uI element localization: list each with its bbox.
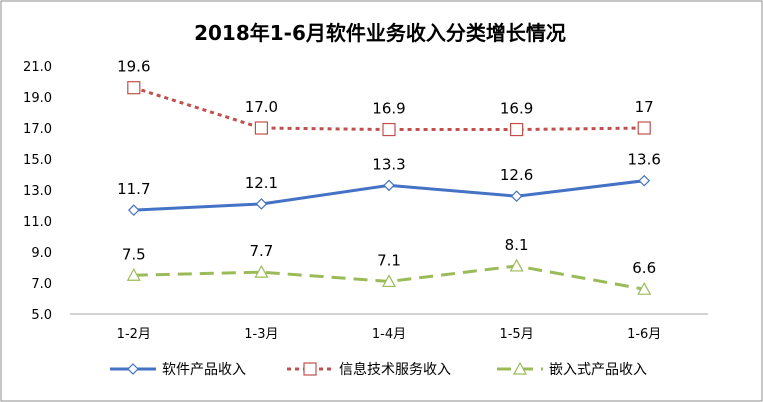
data-label: 7.5	[122, 245, 146, 263]
x-tick-label: 1-5月	[499, 327, 533, 342]
data-label: 12.6	[500, 166, 533, 184]
legend-item: 软件产品收入	[110, 362, 246, 378]
legend-label: 嵌入式产品收入	[549, 362, 647, 378]
data-label: 8.1	[505, 236, 529, 254]
data-label: 11.7	[117, 180, 150, 198]
y-tick-label: 11.0	[23, 215, 52, 230]
series-line	[133, 86, 645, 132]
data-label: 16.9	[372, 100, 405, 118]
data-label: 17	[635, 98, 654, 116]
chart-title: 2018年1-6月软件业务收入分类增长情况	[194, 21, 566, 45]
y-tick-label: 9.0	[31, 246, 52, 261]
data-label: 7.1	[377, 251, 401, 269]
x-tick-label: 1-3月	[244, 327, 278, 342]
y-tick-label: 15.0	[23, 153, 52, 168]
triangle-marker	[381, 274, 397, 288]
data-label: 17.0	[245, 98, 278, 116]
legend-item: 嵌入式产品收入	[497, 361, 647, 378]
series-0: 11.7 12.1 13.3 12.6 13.6	[117, 151, 661, 216]
x-tick-label: 1-2月	[117, 327, 151, 342]
data-label: 16.9	[500, 100, 533, 118]
diamond-marker	[127, 363, 139, 375]
diamond-marker	[638, 174, 651, 187]
y-tick-label: 21.0	[23, 60, 52, 75]
x-tick-label: 1-6月	[627, 327, 661, 342]
triangle-marker	[509, 258, 524, 272]
y-tick-label: 5.0	[31, 308, 52, 323]
triangle-marker	[254, 264, 269, 278]
y-tick-label: 7.0	[31, 277, 52, 292]
data-label: 12.1	[245, 174, 278, 192]
y-tick-label: 13.0	[23, 184, 52, 199]
square-marker	[637, 121, 651, 135]
triangle-marker	[637, 281, 652, 295]
square-marker	[382, 122, 396, 137]
square-marker	[510, 122, 524, 137]
series-2: 7.5 7.7 7.1 8.1 6.6	[122, 236, 656, 295]
legend-label: 软件产品收入	[162, 362, 246, 378]
y-tick-label: 17.0	[23, 122, 52, 137]
data-label: 19.6	[117, 58, 150, 76]
square-marker	[127, 81, 141, 95]
diamond-marker	[383, 179, 395, 192]
diamond-marker	[127, 204, 140, 216]
series-1: 19.6 17.0 16.9 16.9 17	[117, 58, 654, 137]
data-label: 13.3	[372, 155, 405, 173]
square-marker	[254, 121, 268, 135]
legend-item: 信息技术服务收入	[287, 361, 451, 378]
data-label: 13.6	[627, 151, 660, 169]
data-label: 7.7	[249, 242, 273, 260]
data-label: 6.6	[632, 259, 656, 277]
y-tick-label: 19.0	[23, 91, 52, 106]
diamond-marker	[255, 198, 268, 210]
diamond-marker	[510, 190, 523, 203]
legend-label: 信息技术服务收入	[339, 361, 451, 378]
triangle-marker	[512, 361, 528, 375]
x-tick-label: 1-4月	[372, 327, 406, 342]
square-marker	[303, 362, 317, 376]
triangle-marker	[126, 267, 141, 281]
